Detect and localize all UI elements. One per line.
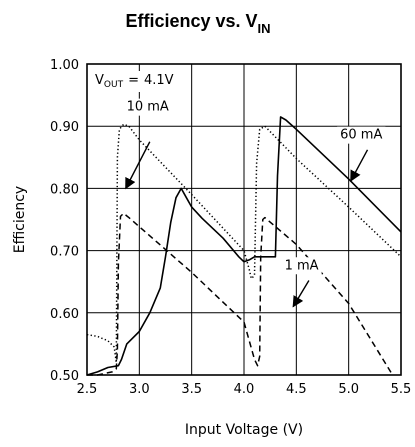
vout-label-equals: = bbox=[128, 73, 139, 88]
callouts: 10 mA 60 mA 1 mA bbox=[123, 98, 386, 308]
vout-label: VOUT = 4.1V bbox=[95, 73, 174, 90]
chart-title: Efficiency vs. VIN bbox=[125, 11, 270, 36]
y-tick-label: 0.70 bbox=[50, 245, 79, 260]
x-tick-label: 2.5 bbox=[77, 382, 98, 397]
series-line-10-ma bbox=[86, 123, 402, 364]
callout-label: 1 mA bbox=[285, 258, 319, 273]
y-tick-label: 0.80 bbox=[50, 182, 79, 197]
series-line-1-ma bbox=[87, 212, 394, 376]
x-tick-label: 3.0 bbox=[129, 382, 150, 397]
vout-label-prefix: V bbox=[95, 73, 104, 88]
y-tick-label: 1.00 bbox=[50, 58, 79, 73]
callout-label-background bbox=[337, 126, 386, 144]
chart-title-main: Efficiency vs. V bbox=[125, 11, 257, 31]
x-tick-label: 4.0 bbox=[234, 382, 255, 397]
vout-label-background bbox=[92, 71, 177, 92]
callout-label: 10 mA bbox=[127, 100, 169, 115]
axis-ticks: 2.5 3.0 3.5 4.0 4.5 5.0 5.5 0.50 0.60 0.70 0.80 0.9… bbox=[50, 58, 411, 397]
callout-label-background bbox=[281, 257, 322, 275]
x-tick-label: 3.5 bbox=[181, 382, 202, 397]
y-tick-label: 0.60 bbox=[50, 307, 79, 322]
x-tick-label: 4.5 bbox=[286, 382, 307, 397]
chart-title-subscript: IN bbox=[258, 21, 271, 36]
vout-label-subscript: OUT bbox=[104, 80, 124, 90]
y-tick-label: 0.90 bbox=[50, 120, 79, 135]
plot-frame bbox=[86, 63, 402, 376]
callout-label: 60 mA bbox=[340, 128, 382, 143]
series-lines bbox=[86, 116, 402, 376]
callout-arrow bbox=[350, 149, 369, 182]
x-tick-label: 5.5 bbox=[391, 382, 412, 397]
callout-arrow bbox=[292, 280, 310, 308]
callout-label-background bbox=[123, 98, 172, 116]
callout-arrow bbox=[125, 141, 151, 190]
x-tick-label: 5.0 bbox=[338, 382, 359, 397]
vout-label-value: 4.1V bbox=[144, 73, 174, 88]
x-axis-label: Input Voltage (V) bbox=[185, 422, 303, 438]
y-axis-label: Efficiency bbox=[12, 186, 28, 253]
series-line-60-ma bbox=[86, 116, 402, 376]
y-tick-label: 0.50 bbox=[50, 369, 79, 384]
